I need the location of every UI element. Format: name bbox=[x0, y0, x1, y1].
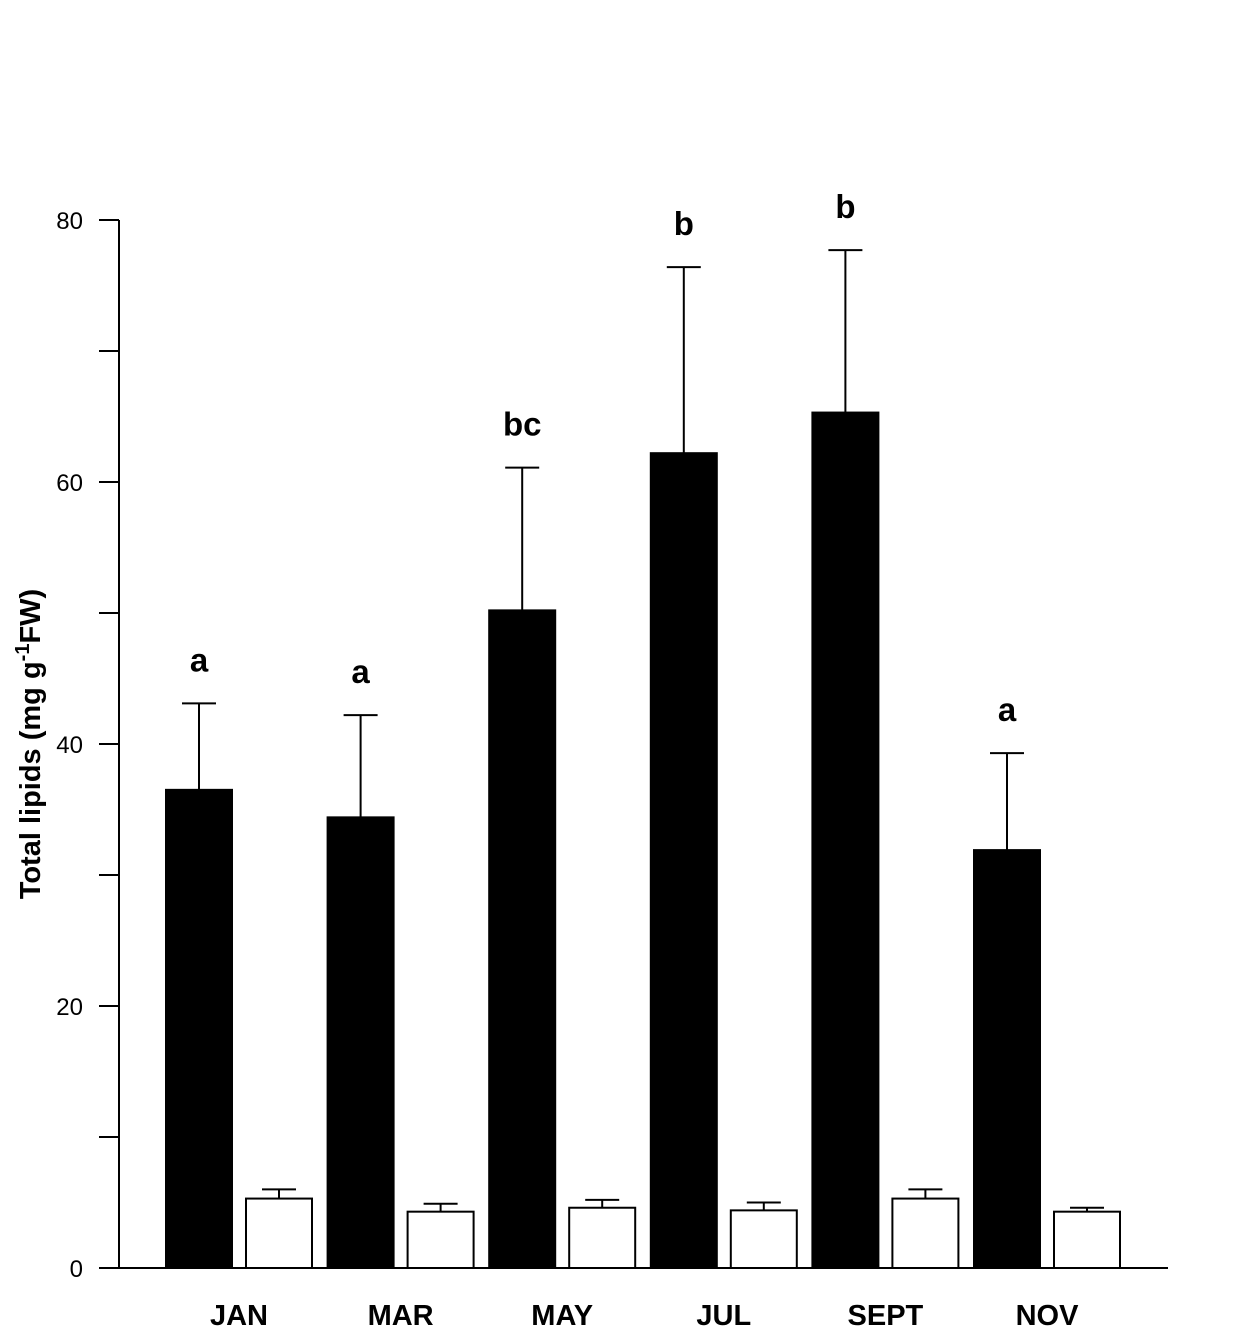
bar bbox=[245, 1197, 313, 1269]
bar bbox=[891, 1197, 960, 1269]
bar bbox=[568, 1206, 637, 1269]
y-tick-label: 80 bbox=[56, 208, 83, 235]
x-tick-label: NOV bbox=[1016, 1300, 1080, 1332]
y-tick-label: 0 bbox=[70, 1256, 83, 1283]
significance-label: a bbox=[190, 641, 209, 678]
y-tick-label: 60 bbox=[56, 470, 83, 497]
bar bbox=[326, 816, 395, 1269]
bar bbox=[729, 1209, 798, 1269]
y-tick-label: 20 bbox=[56, 994, 83, 1021]
x-tick-label: MAR bbox=[368, 1300, 434, 1332]
bar bbox=[811, 411, 880, 1269]
x-tick-label: JUL bbox=[696, 1300, 751, 1332]
bars bbox=[165, 249, 1121, 1270]
x-tick-label: JAN bbox=[210, 1300, 268, 1332]
significance-label: bc bbox=[503, 406, 542, 443]
y-tick-label: 40 bbox=[56, 732, 83, 759]
bar bbox=[649, 452, 718, 1269]
x-tick-label: MAY bbox=[531, 1300, 593, 1332]
significance-label: b bbox=[674, 205, 694, 242]
bar bbox=[406, 1210, 475, 1270]
x-tick-label: SEPT bbox=[848, 1300, 924, 1332]
bar bbox=[488, 609, 557, 1269]
bar bbox=[973, 849, 1041, 1269]
significance-label: b bbox=[835, 188, 855, 225]
y-axis-title: Total lipids (mg g-1FW) bbox=[12, 589, 47, 899]
bar bbox=[1053, 1210, 1121, 1270]
bar bbox=[165, 788, 233, 1269]
labels: a JAN a MAR bc MAY b JUL b SEPT a NOV bbox=[190, 188, 1079, 1332]
significance-label: a bbox=[998, 691, 1017, 728]
significance-label: a bbox=[351, 653, 370, 690]
